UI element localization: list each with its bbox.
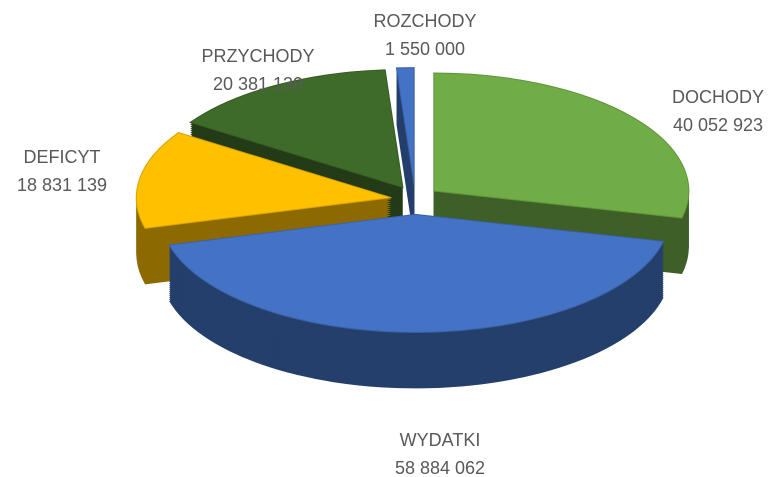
slice-label: WYDATKI (400, 430, 481, 450)
slice-label: DOCHODY (672, 87, 764, 107)
slice (135, 132, 392, 229)
value-label: 20 381 139 (213, 74, 303, 94)
slice (433, 72, 690, 219)
slice-label: ROZCHODY (374, 11, 477, 31)
slice-label: DEFICYT (23, 147, 100, 167)
value-label: 58 884 062 (395, 458, 485, 477)
slice (189, 69, 404, 189)
value-label: 40 052 923 (673, 115, 763, 135)
value-label: 1 550 000 (385, 39, 465, 59)
slice-label: PRZYCHODY (201, 46, 314, 66)
value-label: 18 831 139 (17, 175, 107, 195)
slice (168, 213, 665, 333)
slice (395, 67, 415, 186)
